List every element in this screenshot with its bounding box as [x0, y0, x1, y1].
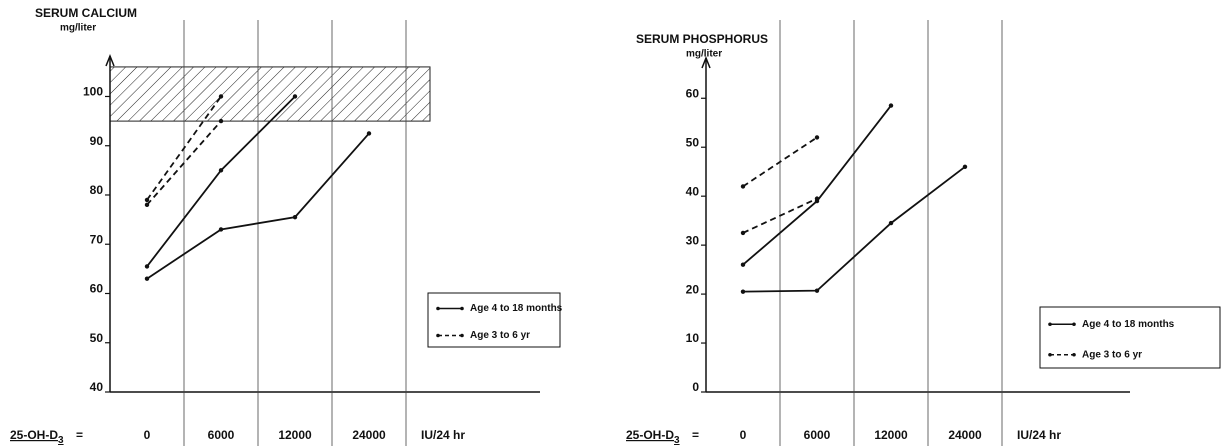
- data-point: [366, 131, 372, 136]
- series-line: [742, 105, 892, 266]
- chart-title: SERUM CALCIUM: [35, 6, 137, 20]
- series-line: [742, 136, 818, 188]
- data-point: [740, 289, 746, 294]
- data-point: [144, 264, 150, 269]
- y-axis-arrow: [105, 53, 115, 67]
- y-tick-label: 30: [686, 233, 700, 247]
- legend-label: Age 3 to 6 yr: [470, 330, 530, 341]
- data-point: [740, 230, 746, 236]
- normal-range-band: [109, 66, 431, 122]
- data-point: [218, 94, 224, 99]
- legend-dot: [1048, 322, 1052, 327]
- data-point: [144, 276, 150, 281]
- x-unit-label: IU/24 hr: [421, 428, 465, 442]
- series-line: [146, 132, 370, 280]
- legend-dot: [1048, 352, 1052, 357]
- data-point: [292, 214, 298, 220]
- legend-box: [427, 292, 561, 348]
- y-axis-label: mg/liter: [60, 23, 96, 34]
- x-axis-label: 25-OH-D3: [626, 428, 680, 445]
- legend-box: [1039, 306, 1221, 369]
- y-tick-label: 50: [686, 135, 700, 149]
- data-point: [740, 262, 746, 267]
- y-tick-label: 0: [692, 380, 699, 394]
- chart-title: SERUM PHOSPHORUS: [636, 32, 768, 46]
- y-axis-label: mg/liter: [686, 49, 722, 60]
- legend-dot: [1072, 352, 1076, 357]
- data-point: [740, 184, 746, 189]
- y-tick-label: 100: [83, 85, 103, 99]
- y-tick-label: 50: [90, 331, 104, 345]
- y-tick-label: 20: [686, 282, 700, 296]
- legend-dot: [460, 306, 464, 311]
- legend-label: Age 4 to 18 months: [1082, 319, 1175, 330]
- series-line: [146, 95, 222, 201]
- legend-dot: [436, 333, 440, 338]
- data-point: [144, 202, 150, 208]
- y-tick-label: 40: [686, 184, 700, 198]
- x-tick-label: 0: [740, 428, 747, 442]
- data-point: [218, 118, 224, 124]
- y-tick-label: 40: [90, 380, 104, 394]
- x-tick-label: 12000: [278, 428, 312, 442]
- legend-label: Age 4 to 18 months: [470, 303, 563, 314]
- data-point: [814, 288, 820, 293]
- y-tick-label: 60: [686, 86, 700, 100]
- y-tick-label: 90: [90, 134, 104, 148]
- y-tick-label: 60: [90, 282, 104, 296]
- data-point: [144, 197, 150, 203]
- series-line: [742, 197, 818, 234]
- data-point: [218, 168, 224, 173]
- x-label-main: 25-OH-D: [626, 428, 674, 442]
- data-point: [814, 135, 820, 140]
- x-label-main: 25-OH-D: [10, 428, 58, 442]
- data-point: [218, 227, 224, 232]
- data-point: [888, 220, 894, 226]
- x-tick-label: 6000: [804, 428, 831, 442]
- y-tick-label: 70: [90, 232, 104, 246]
- series-line: [146, 120, 222, 206]
- y-axis-arrow: [701, 55, 711, 69]
- series-line: [742, 166, 966, 293]
- x-label-sub: 3: [674, 435, 680, 446]
- data-point: [292, 94, 298, 99]
- x-label-suffix: =: [76, 428, 83, 442]
- x-tick-label: 12000: [874, 428, 908, 442]
- legend-dot: [436, 306, 440, 311]
- x-tick-label: 0: [144, 428, 151, 442]
- x-tick-label: 6000: [208, 428, 235, 442]
- legend-dot: [1072, 322, 1076, 327]
- y-tick-label: 80: [90, 183, 104, 197]
- y-tick-label: 10: [686, 331, 700, 345]
- x-tick-label: 24000: [948, 428, 982, 442]
- x-axis-label: 25-OH-D3: [10, 428, 64, 445]
- data-point: [814, 196, 820, 201]
- x-label-suffix: =: [692, 428, 699, 442]
- x-unit-label: IU/24 hr: [1017, 428, 1061, 442]
- x-label-sub: 3: [58, 435, 64, 446]
- x-tick-label: 24000: [352, 428, 386, 442]
- legend-dot: [460, 333, 464, 338]
- legend-label: Age 3 to 6 yr: [1082, 349, 1142, 360]
- data-point: [888, 103, 894, 108]
- data-point: [962, 164, 968, 170]
